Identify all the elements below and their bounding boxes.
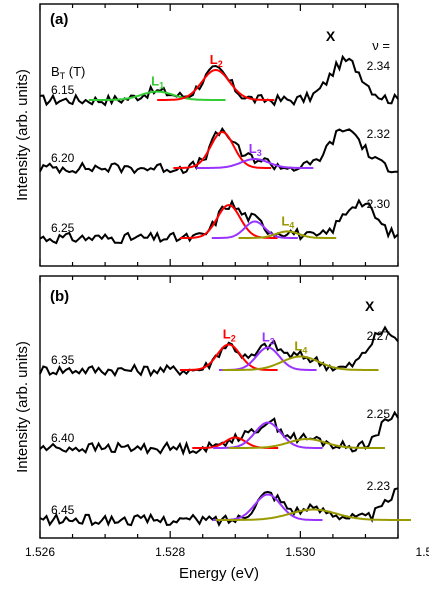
field-label: 6.35 (51, 353, 75, 367)
fit-curve (196, 158, 314, 169)
labels-layer: L1 L2 6.15 2.34 L3 6.20 2.32 L4 6.25 2.30 X L2 L3 L4 6… (51, 28, 390, 517)
x-tick-label: 1.528 (155, 545, 185, 559)
fit-curve (228, 438, 385, 449)
field-label: 6.15 (51, 83, 75, 97)
spectrum-6.20 (39, 126, 399, 175)
field-header-symbol: B (51, 64, 60, 79)
nu-header: ν = (372, 38, 390, 53)
nu-label: 2.30 (367, 197, 391, 211)
x-ticks: 1.526 1.528 1.530 1.532 (25, 4, 429, 559)
fit-curve (222, 355, 379, 371)
nu-label: 2.23 (367, 479, 391, 493)
nu-label: 2.25 (367, 407, 391, 421)
fit-curve (88, 90, 226, 101)
fit-curve (179, 204, 278, 239)
curves-layer (39, 54, 411, 527)
nu-label: 2.27 (367, 329, 391, 343)
fit-curve (213, 421, 323, 449)
x-tick-label: 1.526 (25, 545, 55, 559)
panel-b-label: (b) (50, 288, 69, 305)
peak-label: L3 (249, 141, 262, 158)
panel-a-ylabel: Intensity (arb. units) (14, 69, 31, 201)
peak-label: L4 (294, 339, 307, 356)
fit-curve (173, 131, 272, 169)
x-axis-label: Energy (eV) (179, 565, 259, 582)
peak-label: L2 (210, 52, 223, 69)
peak-label: L3 (262, 330, 275, 347)
peak-label: L2 (223, 327, 236, 344)
panel-b-frame (39, 275, 399, 539)
spectrum-6.25 (39, 198, 399, 245)
exciton-label: X (326, 28, 336, 44)
x-tick-label: 1.532 (416, 545, 429, 559)
field-header-unit: (T) (65, 64, 85, 79)
exciton-label: X (365, 298, 375, 314)
field-label: 6.20 (51, 151, 75, 165)
panel-a-label: (a) (50, 11, 68, 28)
field-label: 6.45 (51, 503, 75, 517)
field-label: 6.25 (51, 221, 75, 235)
peak-label: L1 (151, 74, 164, 91)
fit-curve (238, 230, 337, 239)
field-header: BT (T) (51, 64, 85, 81)
spectrum-6.15 (39, 54, 399, 107)
panel-a-frame (39, 3, 399, 267)
spectrum-6.35 (39, 325, 399, 378)
spectrum-6.45 (39, 487, 399, 527)
fit-curve (157, 68, 275, 101)
fit-curve (211, 220, 298, 239)
nu-label: 2.34 (367, 59, 391, 73)
x-tick-label: 1.530 (285, 545, 315, 559)
field-label: 6.40 (51, 431, 75, 445)
panel-b-ylabel: Intensity (arb. units) (14, 341, 31, 473)
nu-label: 2.32 (367, 127, 391, 141)
fit-curve (215, 508, 411, 521)
fit-curve (213, 493, 323, 521)
field-header-sub: T (60, 71, 66, 81)
peak-label: L4 (281, 213, 294, 230)
